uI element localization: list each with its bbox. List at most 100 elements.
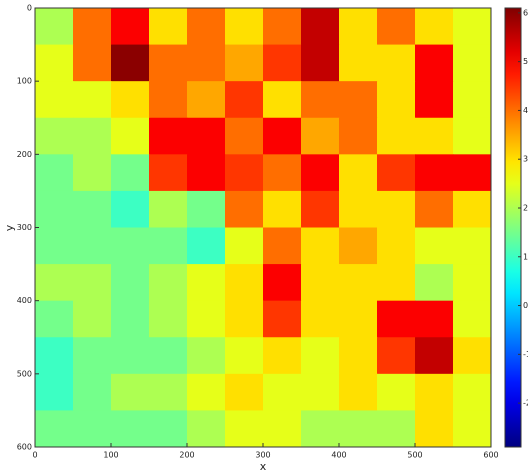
heatmap-cell [453,154,492,192]
heatmap-cell [339,154,378,192]
colorbar-tick-label: 5 [523,57,528,66]
heatmap-cell [149,44,188,82]
heatmap-cell [111,410,150,448]
heatmap-cell [301,227,340,265]
heatmap-cell [225,410,264,448]
heatmap-cell [339,337,378,375]
heatmap-cell [339,81,378,119]
heatmap-cell [263,190,302,228]
heatmap-cell [111,300,150,338]
colorbar [504,7,522,448]
heatmap-cell [225,373,264,411]
heatmap-cell [415,154,454,192]
heatmap-cell [377,190,416,228]
heatmap-cell [225,117,264,155]
heatmap-cell [187,154,226,192]
heatmap-cell [339,227,378,265]
heatmap-cell [73,337,112,375]
heatmap-cell [225,190,264,228]
y-tick-label: 600 [17,443,32,452]
y-tick-label: 100 [17,77,32,86]
heatmap-cell [301,8,340,46]
heatmap-cell [377,8,416,46]
heatmap-cell [415,8,454,46]
heatmap-cell [339,8,378,46]
heatmap-cell [453,117,492,155]
heatmap-cell [73,154,112,192]
heatmap-cell [263,337,302,375]
x-tick-label: 0 [32,451,37,460]
heatmap-cell [377,117,416,155]
colorbar-tick-label: 3 [523,155,528,164]
y-tick-label: 400 [17,296,32,305]
heatmap-cell [301,81,340,119]
heatmap-cell [415,264,454,302]
heatmap-cell [263,44,302,82]
heatmap-cell [149,154,188,192]
heatmap-cell [149,8,188,46]
heatmap-cell [187,264,226,302]
heatmap-cell [187,117,226,155]
heatmap-cell [149,373,188,411]
heatmap-cell [187,44,226,82]
heatmap-cell [301,154,340,192]
heatmap-cell [111,373,150,411]
heatmap-cell [453,81,492,119]
colorbar-tick-label: 2 [523,203,528,212]
heatmap-cell [415,227,454,265]
heatmap-cell [187,373,226,411]
heatmap-cell [263,300,302,338]
heatmap-cell [73,410,112,448]
colorbar-tick-label: 4 [523,106,528,115]
heatmap-cell [453,44,492,82]
heatmap-cell [73,81,112,119]
heatmap-cell [453,410,492,448]
heatmap-cell [111,117,150,155]
colorbar-tick-label: 6 [523,8,528,17]
heatmap-cell [149,117,188,155]
heatmap-cell [111,154,150,192]
heatmap-cell [187,227,226,265]
heatmap-cell [415,337,454,375]
heatmap-cell [377,410,416,448]
heatmap-cell [301,337,340,375]
heatmap-cell [187,81,226,119]
y-tick-label: 500 [17,369,32,378]
heatmap-cell [187,410,226,448]
heatmap-cell [301,373,340,411]
heatmap-cell [301,190,340,228]
colorbar-tick-label: 1 [523,252,528,261]
heatmap-cell [263,227,302,265]
heatmap-cell [263,117,302,155]
heatmap-cell [263,81,302,119]
heatmap-cell [111,227,150,265]
colorbar-tick-label: -2 [523,399,528,408]
heatmap-cell [35,154,74,192]
heatmap-cell [339,410,378,448]
x-tick-label: 600 [483,451,498,460]
heatmap-cell [73,373,112,411]
heatmap-cell [377,300,416,338]
heatmap-cell [453,190,492,228]
x-tick-label: 100 [103,451,118,460]
heatmap-cell [225,264,264,302]
heatmap-cell [415,300,454,338]
heatmap-cell [263,154,302,192]
heatmap-cell [339,373,378,411]
heatmap-cell [377,44,416,82]
heatmap-cell [187,190,226,228]
colorbar-tick-label: 0 [523,301,528,310]
heatmap-cell [35,227,74,265]
x-tick-label: 300 [255,451,270,460]
heatmap-cell [35,300,74,338]
heatmap-cell [149,81,188,119]
heatmap-cell [415,44,454,82]
heatmap-cell [263,8,302,46]
heatmap-cell [35,117,74,155]
heatmap-cell [301,117,340,155]
heatmap-cell [225,81,264,119]
heatmap-cell [225,227,264,265]
heatmap-cell [35,410,74,448]
heatmap-cell [377,154,416,192]
